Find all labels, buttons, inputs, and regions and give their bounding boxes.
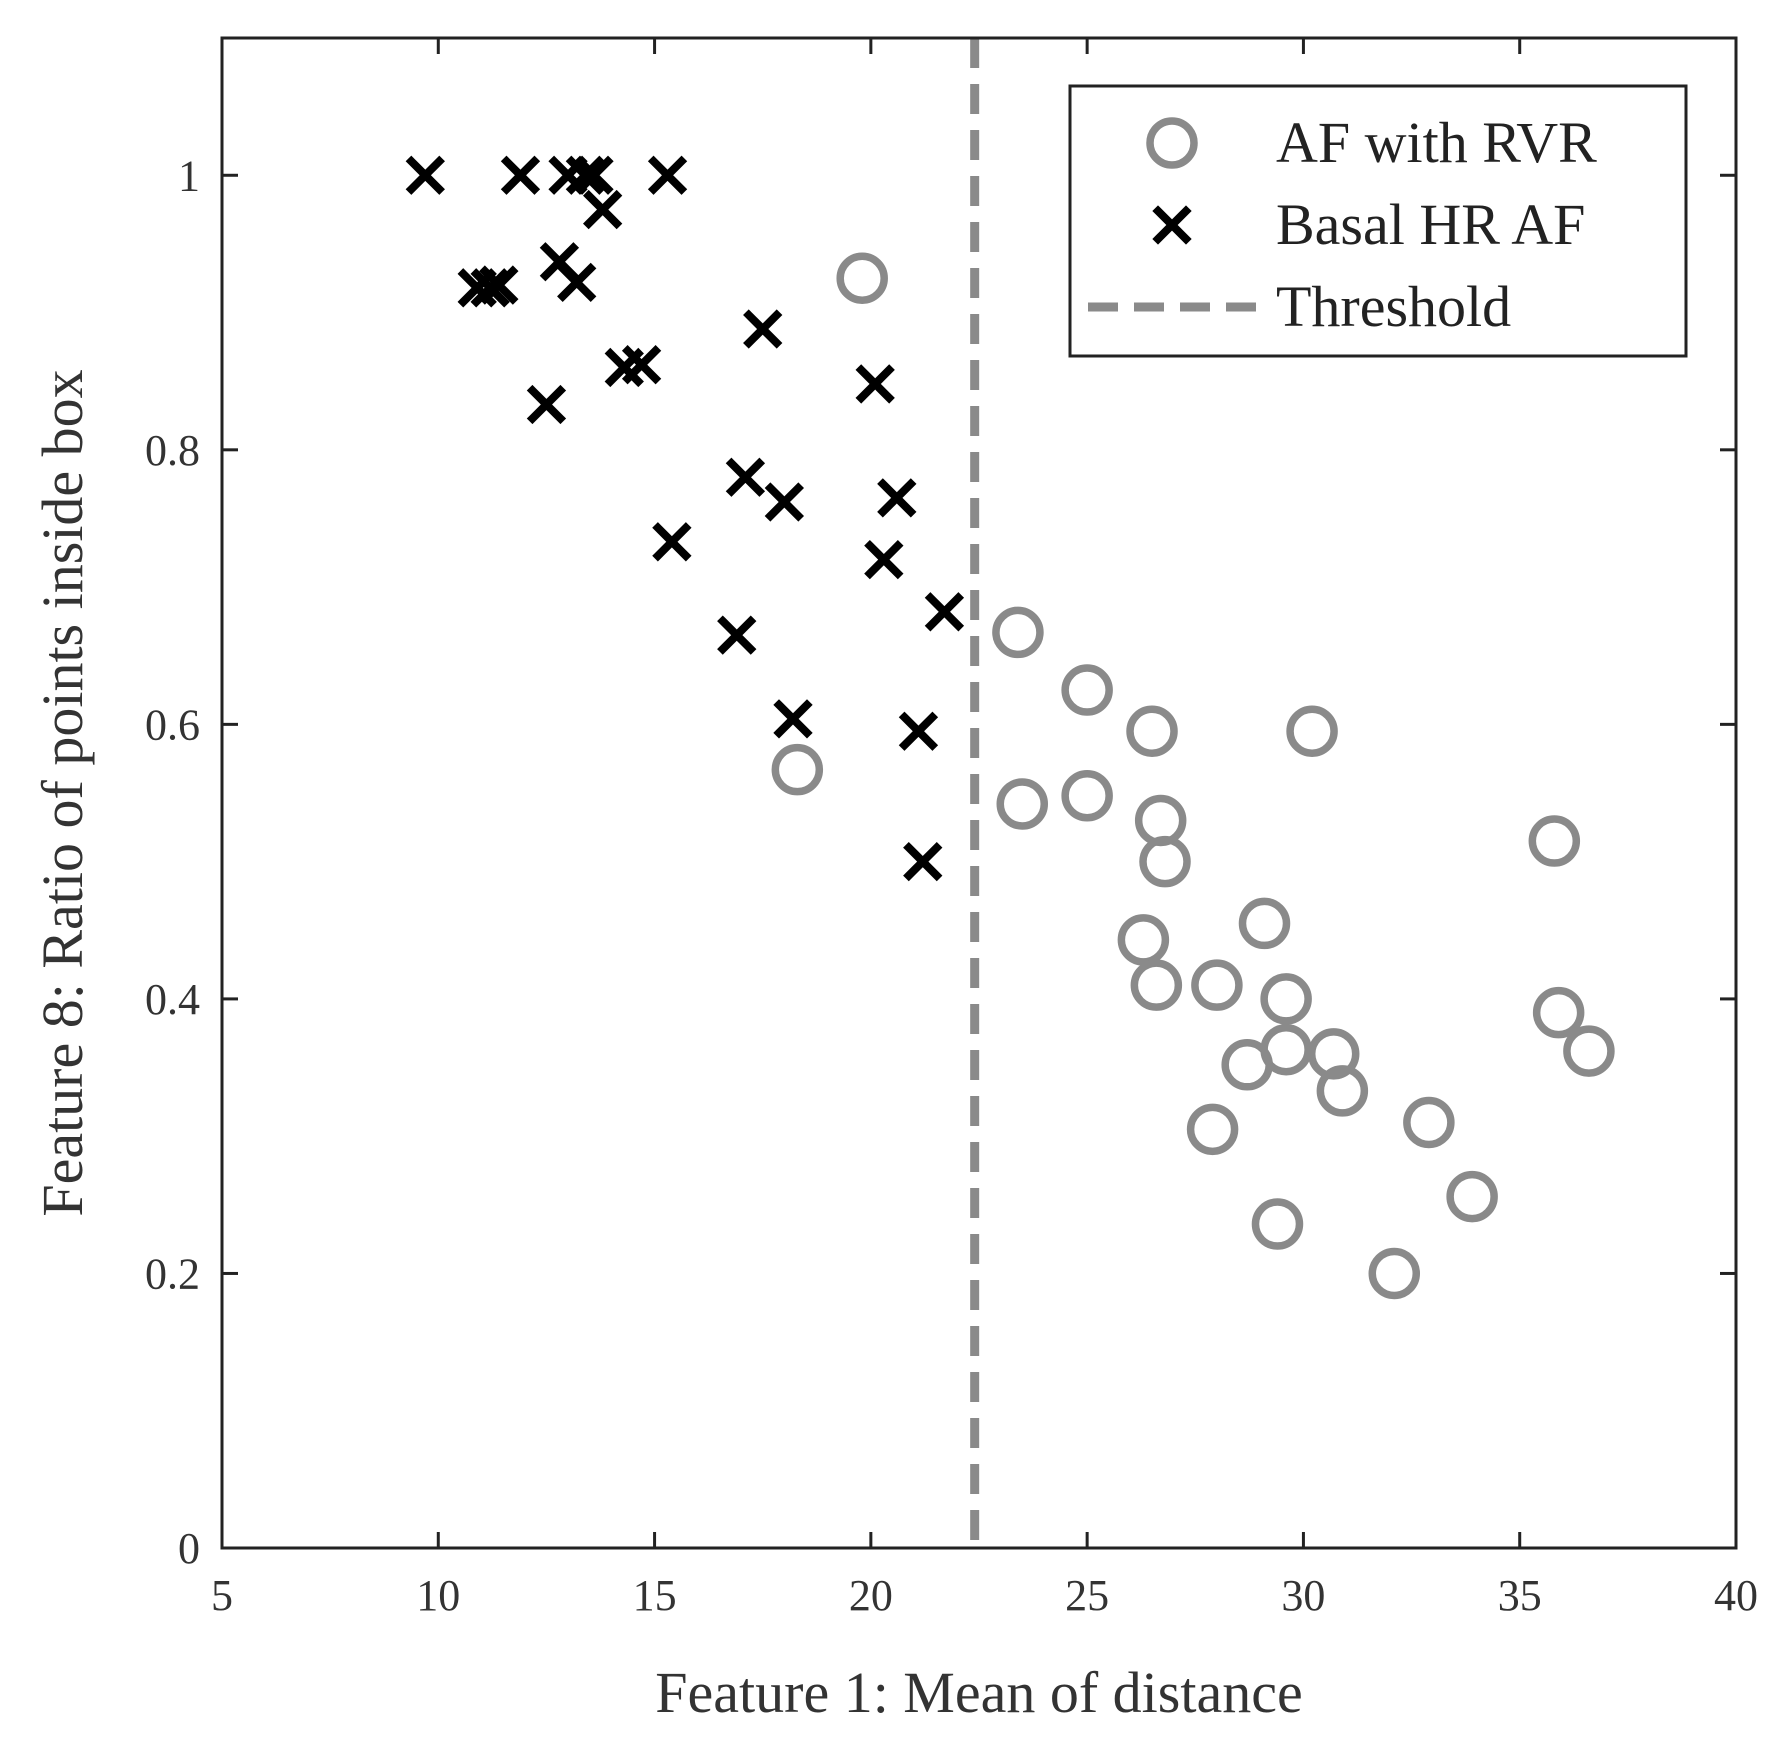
data-point-basal-hr-af bbox=[877, 478, 917, 518]
data-point-basal-hr-af bbox=[898, 711, 939, 751]
y-axis-ticks: 0 0.2 0.4 0.6 0.8 1 bbox=[145, 151, 1736, 1573]
data-point-af-with-rvr bbox=[1191, 959, 1243, 1011]
data-point-basal-hr-af bbox=[647, 155, 688, 195]
data-point-basal-hr-af bbox=[764, 482, 804, 522]
data-point-af-with-rvr bbox=[1528, 815, 1581, 867]
x-tick-label: 30 bbox=[1281, 1571, 1325, 1620]
x-tick-label: 40 bbox=[1714, 1571, 1758, 1620]
y-tick-label: 0.2 bbox=[145, 1249, 200, 1298]
data-point-basal-hr-af bbox=[565, 155, 606, 195]
data-point-basal-hr-af bbox=[924, 592, 965, 632]
data-point-basal-hr-af bbox=[903, 841, 943, 882]
data-point-basal-hr-af bbox=[725, 457, 766, 497]
legend-circle-marker bbox=[1146, 117, 1198, 169]
legend-label-threshold: Threshold bbox=[1276, 274, 1511, 339]
y-tick-label: 0.8 bbox=[145, 426, 200, 475]
legend-marker-basal-hr-af bbox=[1152, 205, 1192, 245]
data-point-basal-hr-af bbox=[574, 155, 614, 195]
data-point-af-with-rvr bbox=[1286, 705, 1338, 757]
data-point-af-with-rvr bbox=[1117, 914, 1170, 966]
y-tick-label: 1 bbox=[178, 151, 200, 200]
y-tick-label: 0 bbox=[178, 1524, 200, 1573]
data-point-af-with-rvr bbox=[1130, 959, 1183, 1011]
data-point-af-with-rvr bbox=[771, 743, 824, 796]
data-point-af-with-rvr bbox=[1316, 1065, 1369, 1117]
data-point-basal-hr-af bbox=[652, 522, 692, 562]
data-point-basal-hr-af bbox=[621, 345, 662, 385]
data-point-basal-hr-af bbox=[864, 539, 904, 580]
y-tick-label: 0.4 bbox=[145, 975, 200, 1024]
data-point-af-with-rvr bbox=[1563, 1025, 1615, 1077]
data-point-basal-hr-af bbox=[479, 265, 519, 305]
x-axis-label: Feature 1: Mean of distance bbox=[655, 1660, 1302, 1725]
data-point-af-with-rvr bbox=[1251, 1198, 1304, 1250]
legend-x-marker bbox=[1152, 205, 1192, 245]
x-tick-label: 35 bbox=[1498, 1571, 1542, 1620]
data-point-basal-hr-af bbox=[526, 384, 567, 425]
data-point-af-with-rvr bbox=[1532, 986, 1585, 1039]
data-point-basal-hr-af bbox=[855, 364, 895, 404]
data-point-basal-hr-af bbox=[773, 699, 813, 739]
data-point-af-with-rvr bbox=[992, 606, 1044, 659]
data-point-af-with-rvr bbox=[1139, 835, 1191, 888]
x-tick-label: 5 bbox=[211, 1571, 233, 1620]
data-point-basal-hr-af bbox=[500, 155, 541, 195]
data-point-basal-hr-af bbox=[470, 268, 510, 308]
y-tick-label: 0.6 bbox=[145, 700, 200, 749]
data-point-af-with-rvr bbox=[1446, 1170, 1498, 1223]
points-layer bbox=[405, 155, 1615, 1300]
x-tick-label: 20 bbox=[849, 1571, 893, 1620]
data-point-af-with-rvr bbox=[1403, 1096, 1455, 1149]
data-point-af-with-rvr bbox=[1368, 1247, 1421, 1300]
data-point-af-with-rvr bbox=[1061, 664, 1113, 716]
data-point-af-with-rvr bbox=[1307, 1028, 1360, 1080]
legend-marker-af-with-rvr bbox=[1146, 117, 1198, 169]
data-point-basal-hr-af bbox=[583, 189, 623, 230]
data-point-af-with-rvr bbox=[1260, 1023, 1312, 1076]
legend-label-basal-hr-af: Basal HR AF bbox=[1276, 192, 1585, 257]
data-point-basal-hr-af bbox=[743, 309, 783, 349]
data-point-af-with-rvr bbox=[1238, 897, 1291, 950]
data-point-basal-hr-af bbox=[405, 155, 445, 195]
x-axis-ticks: 5 10 15 20 25 30 35 40 bbox=[211, 38, 1758, 1620]
data-point-basal-hr-af bbox=[717, 615, 757, 655]
x-tick-label: 25 bbox=[1065, 1571, 1109, 1620]
legend-label-af-with-rvr: AF with RVR bbox=[1276, 110, 1597, 175]
data-point-af-with-rvr bbox=[836, 252, 888, 304]
x-tick-label: 10 bbox=[416, 1571, 460, 1620]
data-point-af-with-rvr bbox=[1260, 973, 1312, 1025]
data-point-af-with-rvr bbox=[1126, 705, 1178, 757]
data-point-af-with-rvr bbox=[996, 778, 1049, 830]
x-tick-label: 15 bbox=[633, 1571, 677, 1620]
plot-frame bbox=[220, 36, 1738, 1550]
legend: AF with RVR Basal HR AF Threshold bbox=[1068, 84, 1688, 358]
y-axis-label: Feature 8: Ratio of points inside box bbox=[30, 369, 95, 1216]
data-point-af-with-rvr bbox=[1061, 769, 1113, 822]
data-point-af-with-rvr bbox=[1186, 1103, 1239, 1156]
data-point-basal-hr-af bbox=[557, 262, 597, 303]
